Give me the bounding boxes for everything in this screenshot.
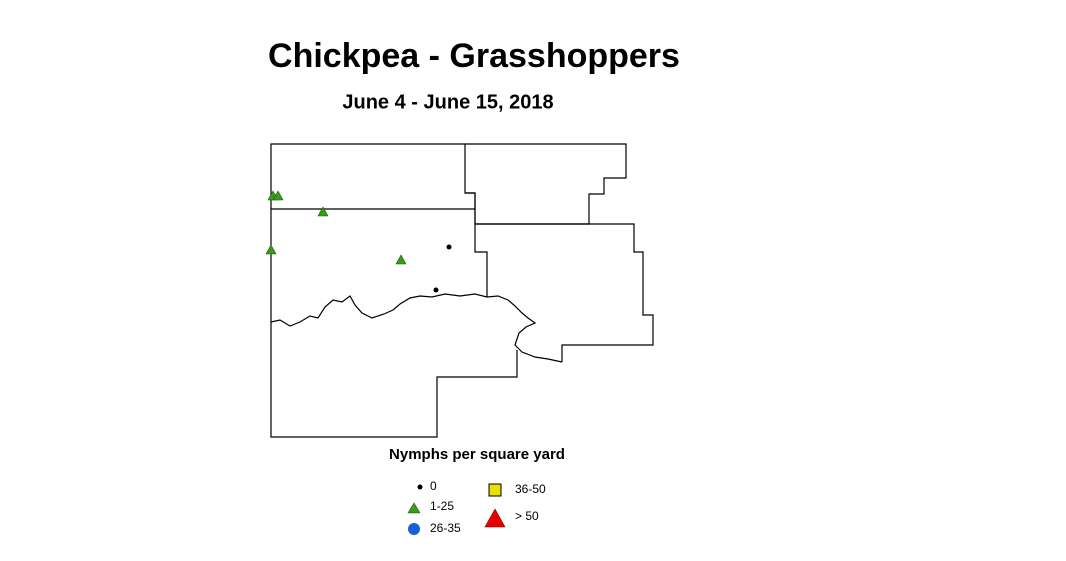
legend-symbol xyxy=(417,484,423,490)
county-east xyxy=(475,223,654,362)
legend-title: Nymphs per square yard xyxy=(389,446,565,463)
county-boundaries xyxy=(270,143,654,438)
county-ne xyxy=(465,143,627,225)
legend-label: 0 xyxy=(430,479,437,493)
legend-label: > 50 xyxy=(515,509,539,523)
county-nw xyxy=(270,143,476,210)
site-marker xyxy=(433,287,439,293)
site-marker xyxy=(395,254,407,265)
legend: Nymphs per square yard 0 1-25 26-35 36-5… xyxy=(389,446,565,535)
observation-sites xyxy=(265,190,452,293)
subtitle: June 4 - June 15, 2018 xyxy=(342,91,553,113)
legend-symbol xyxy=(407,502,421,514)
legend-label: 36-50 xyxy=(515,482,546,496)
site-marker xyxy=(272,190,284,201)
site-marker xyxy=(317,206,329,217)
legend-symbol xyxy=(488,483,502,497)
legend-symbol xyxy=(484,508,506,528)
legend-label: 26-35 xyxy=(430,521,461,535)
legend-symbol xyxy=(408,523,420,535)
title: Chickpea - Grasshoppers xyxy=(268,37,680,75)
site-marker xyxy=(446,244,452,250)
legend-label: 1-25 xyxy=(430,499,454,513)
river-boundary xyxy=(270,293,563,363)
county-south xyxy=(270,322,518,438)
county-central xyxy=(270,209,488,322)
site-marker xyxy=(265,244,277,255)
